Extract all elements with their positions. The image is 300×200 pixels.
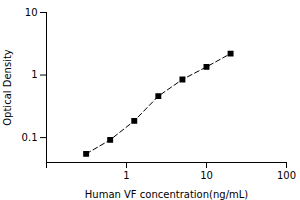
svg-text:Optical Density: Optical Density [2,49,13,126]
svg-text:1: 1 [31,69,37,80]
svg-text:Human VF concentration(ng/mL): Human VF concentration(ng/mL) [85,189,249,200]
svg-text:0.1: 0.1 [22,132,38,143]
svg-text:10: 10 [200,170,213,181]
svg-text:10: 10 [25,7,38,18]
svg-text:1: 1 [123,170,129,181]
svg-text:100: 100 [277,170,296,181]
